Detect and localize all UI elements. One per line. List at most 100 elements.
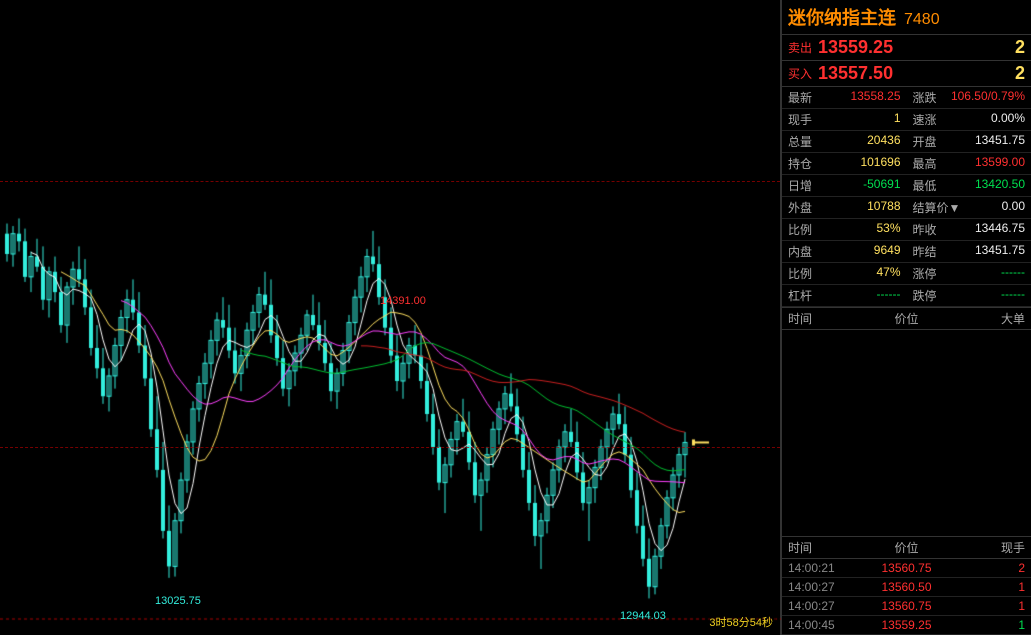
stat-最高: 最高13599.00	[907, 153, 1031, 175]
stat-val: ------	[1001, 287, 1025, 304]
bar-countdown: 3时58分54秒	[706, 613, 776, 631]
stat-key: 最高	[913, 155, 937, 172]
stat-key: 日增	[788, 177, 812, 194]
trade-row: 14:00:2713560.751	[782, 597, 1031, 616]
trades-head: 时间 价位 现手	[782, 537, 1031, 559]
stat-key: 结算价▼	[913, 199, 961, 216]
bid-row[interactable]: 买入 13557.50 2	[782, 61, 1031, 87]
stat-val: 47%	[876, 265, 900, 282]
stat-结算价▼: 结算价▼ 0.00	[907, 197, 1031, 219]
stat-val: 0.00	[1002, 199, 1025, 216]
stat-val: 13558.25	[850, 89, 900, 106]
stats-grid: 最新 13558.25 涨跌 106.50/0.79% 现手1 速涨 0.00% 总量 2043…	[782, 87, 1031, 308]
trade-price: 13560.50	[867, 580, 946, 594]
stat-key: 持仓	[788, 155, 812, 172]
app-root: 3时58分54秒 14391.00 13025.75 12944.03 迷你纳指主连…	[0, 0, 1031, 635]
stat-速涨: 速涨 0.00%	[907, 109, 1031, 131]
stat-外盘: 外盘 10788	[782, 197, 907, 219]
trade-time: 14:00:45	[788, 618, 867, 632]
trade-row: 14:00:4513559.251	[782, 616, 1031, 635]
large-orders-head: 时间 价位 大单	[782, 308, 1031, 330]
ask-row[interactable]: 卖出 13559.25 2	[782, 35, 1031, 61]
stat-val: -50691	[863, 177, 900, 194]
stat-key: 现手	[788, 111, 812, 128]
stat-val: 101696	[860, 155, 900, 172]
trade-row: 14:00:2113560.752	[782, 559, 1031, 578]
large-orders-area	[782, 330, 1031, 537]
stat-key: 涨跌	[913, 89, 937, 106]
stat-开盘: 开盘13451.75	[907, 131, 1031, 153]
trade-price: 13559.25	[867, 618, 946, 632]
price-level-line	[0, 181, 780, 182]
stat-val: 0.00%	[991, 111, 1025, 128]
stat-涨跌: 涨跌 106.50/0.79%	[907, 87, 1031, 109]
trade-time: 14:00:27	[788, 580, 867, 594]
stat-现手: 现手1	[782, 109, 907, 131]
stat-跌停: 跌停 ------	[907, 285, 1031, 307]
ask-vol: 2	[995, 37, 1025, 58]
stat-val: 13451.75	[975, 243, 1025, 260]
stat-val: ------	[877, 287, 901, 304]
stat-昨结: 昨结 13451.75	[907, 241, 1031, 263]
trade-price: 13560.75	[867, 561, 946, 575]
candlestick-canvas	[0, 0, 781, 635]
bid-label: 买入	[788, 65, 818, 82]
stat-key: 外盘	[788, 199, 812, 216]
price-level-line	[0, 447, 780, 448]
stat-val: 9649	[874, 243, 901, 260]
stat-key: 最低	[913, 177, 937, 194]
stat-key: 总量	[788, 133, 812, 150]
stat-key: 昨结	[913, 243, 937, 260]
trade-time: 14:00:21	[788, 561, 867, 575]
instrument-code: 7480	[904, 11, 940, 29]
price-annotation: 13025.75	[155, 595, 201, 607]
chart-area[interactable]: 3时58分54秒 14391.00 13025.75 12944.03	[0, 0, 781, 635]
trade-row: 14:00:2713560.501	[782, 578, 1031, 597]
stat-val: 13420.50	[975, 177, 1025, 194]
stat-val: 106.50/0.79%	[951, 89, 1025, 106]
stat-杠杆: 杠杆 ------	[782, 285, 907, 307]
col-price: 价位	[867, 539, 946, 556]
stat-key: 速涨	[913, 111, 937, 128]
col-vol: 现手	[946, 539, 1025, 556]
stat-key: 跌停	[913, 287, 937, 304]
stat-最低: 最低 13420.50	[907, 175, 1031, 197]
trade-vol: 1	[946, 580, 1025, 594]
trade-vol: 2	[946, 561, 1025, 575]
stat-昨收: 昨收13446.75	[907, 219, 1031, 241]
stat-key: 开盘	[913, 133, 937, 150]
stat-涨停: 涨停 ------	[907, 263, 1031, 285]
stat-key: 最新	[788, 89, 812, 106]
stat-最新: 最新 13558.25	[782, 87, 907, 109]
stat-val: 20436	[867, 133, 900, 150]
stat-val: 53%	[876, 221, 900, 238]
stat-val: ------	[1001, 265, 1025, 282]
price-annotation: 12944.03	[620, 610, 666, 622]
stat-内盘: 内盘 9649	[782, 241, 907, 263]
bid-price: 13557.50	[818, 63, 995, 84]
stat-总量: 总量 20436	[782, 131, 907, 153]
trades-list: 14:00:2113560.75214:00:2713560.50114:00:…	[782, 559, 1031, 635]
stat-比例: 比例 47%	[782, 263, 907, 285]
stat-key: 杠杆	[788, 287, 812, 304]
stat-日增: 日增 -50691	[782, 175, 907, 197]
col-time: 时间	[788, 310, 867, 327]
ask-label: 卖出	[788, 39, 818, 56]
stat-val: 10788	[867, 199, 900, 216]
stat-key: 比例	[788, 265, 812, 282]
trade-vol: 1	[946, 618, 1025, 632]
trade-vol: 1	[946, 599, 1025, 613]
stat-key: 内盘	[788, 243, 812, 260]
stat-key: 涨停	[913, 265, 937, 282]
stat-key: 比例	[788, 221, 812, 238]
col-price: 价位	[867, 310, 946, 327]
stat-比例: 比例 53%	[782, 219, 907, 241]
col-big: 大单	[946, 310, 1025, 327]
stat-持仓: 持仓 101696	[782, 153, 907, 175]
stat-key: 昨收	[913, 221, 937, 238]
col-time: 时间	[788, 539, 867, 556]
bid-vol: 2	[995, 63, 1025, 84]
instrument-title[interactable]: 迷你纳指主连 7480	[782, 0, 1031, 35]
price-annotation: 14391.00	[380, 295, 426, 307]
ask-price: 13559.25	[818, 37, 995, 58]
